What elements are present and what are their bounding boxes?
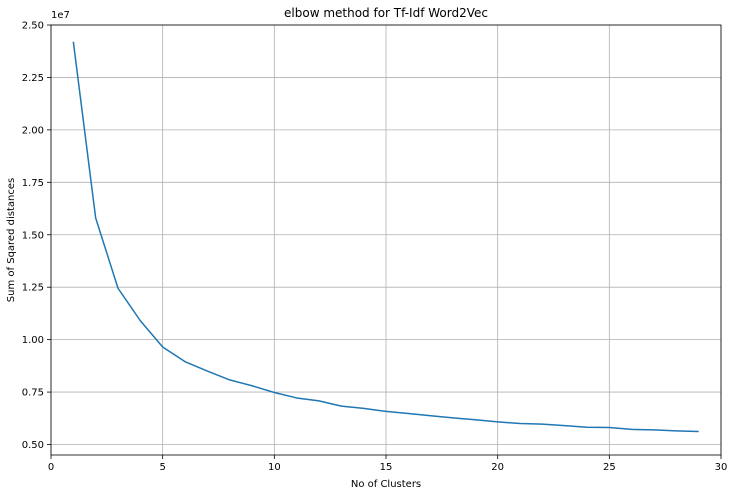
x-tick-label: 10 (268, 462, 281, 473)
y-tick-label: 2.00 (22, 125, 44, 136)
x-tick-label: 30 (715, 462, 728, 473)
y-tick-label: 0.50 (22, 440, 44, 451)
y-tick-label: 1.75 (22, 178, 44, 189)
y-tick-label: 2.50 (22, 21, 44, 32)
y-tick-label: 1.00 (22, 335, 44, 346)
y-tick-label: 1.25 (22, 283, 44, 294)
y-tick-label: 1.50 (22, 230, 44, 241)
series-line (72, 41, 699, 433)
chart-title: elbow method for Tf-Idf Word2Vec (284, 6, 488, 20)
x-axis-label: No of Clusters (351, 479, 421, 490)
x-tick-label: 15 (380, 462, 393, 473)
y-tick-label: 2.25 (22, 73, 44, 84)
tick-layer: 0 5 10 15 20 25 30 0.50 0.75 1.00 1.25 1.50 1.75 2.00… (22, 21, 728, 474)
y-offset-label: 1e7 (51, 10, 70, 21)
y-tick-label: 0.75 (22, 388, 44, 399)
grid-layer (50, 24, 722, 455)
line-layer (72, 41, 699, 433)
x-tick-label: 0 (48, 462, 54, 473)
y-axis-label: Sum of Sqared distances (6, 178, 17, 302)
x-tick-label: 20 (491, 462, 504, 473)
x-tick-label: 5 (159, 462, 165, 473)
x-tick-label: 25 (603, 462, 616, 473)
